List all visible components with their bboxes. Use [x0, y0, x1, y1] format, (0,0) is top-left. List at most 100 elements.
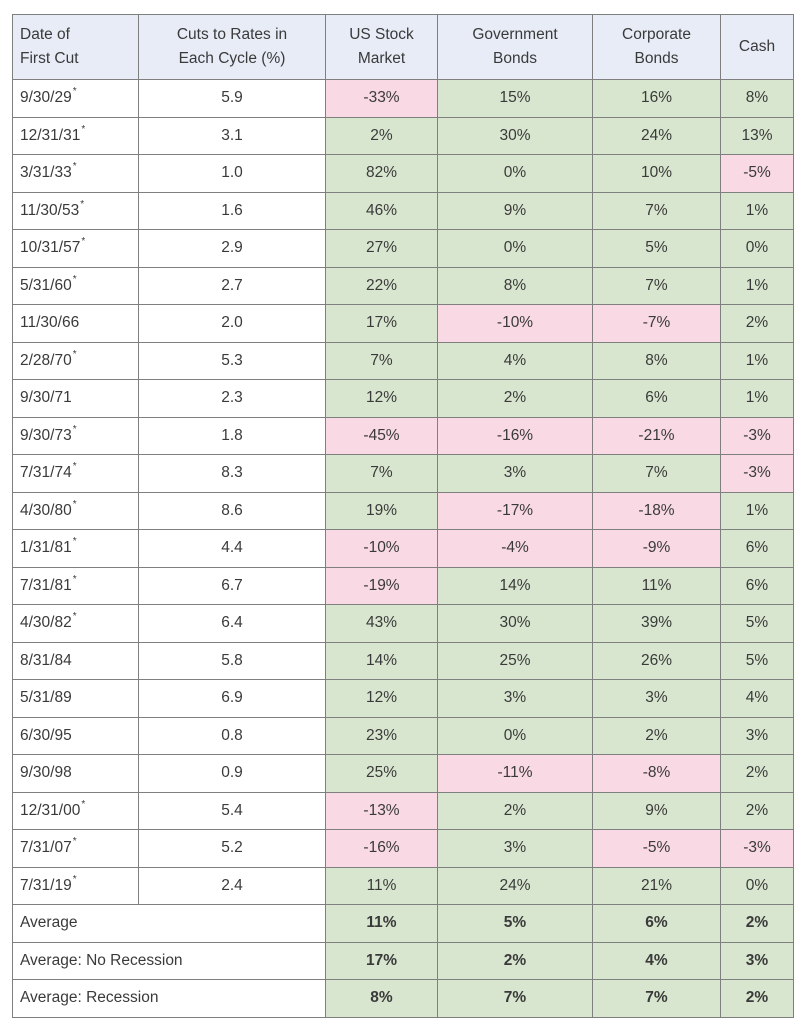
date-cell: 5/31/89: [12, 679, 139, 718]
cash-return-cell: 6%: [720, 529, 794, 568]
cash-return-cell: -3%: [720, 454, 794, 493]
gov-return-cell: -11%: [437, 754, 593, 793]
recession-marker: *: [72, 273, 77, 285]
date-cell: 5/31/60*: [12, 266, 139, 305]
date-value: 7/31/19: [20, 876, 72, 894]
gov-return-cell: 8%: [437, 266, 593, 305]
cash-return-cell: 5%: [720, 604, 794, 643]
cut-cell: 2.9: [138, 229, 326, 268]
cash-average-cell: 3%: [720, 941, 794, 980]
cash-return-cell: -3%: [720, 416, 794, 455]
date-value: 7/31/81: [20, 576, 72, 594]
date-cell: 7/31/74*: [12, 454, 139, 493]
table-row: 7/31/81* 6.7 -19% 14% 11% 6%: [12, 566, 794, 605]
table-row: 11/30/53* 1.6 46% 9% 7% 1%: [12, 191, 794, 230]
gov-return-cell: 3%: [437, 454, 593, 493]
table-row: 5/31/89 6.9 12% 3% 3% 4%: [12, 679, 794, 718]
stock-return-cell: 17%: [325, 304, 438, 343]
cut-cell: 5.2: [138, 829, 326, 868]
table-row: 8/31/84 5.8 14% 25% 26% 5%: [12, 641, 794, 680]
cut-cell: 1.0: [138, 154, 326, 193]
date-cell: 3/31/33*: [12, 154, 139, 193]
cash-return-cell: 3%: [720, 716, 794, 755]
corp-average-cell: 6%: [592, 904, 721, 943]
header-cash: Cash: [720, 14, 794, 80]
header-line: Cash: [738, 38, 776, 55]
date-cell: 9/30/73*: [12, 416, 139, 455]
date-cell: 7/31/81*: [12, 566, 139, 605]
recession-marker: *: [81, 798, 86, 810]
cash-return-cell: -5%: [720, 154, 794, 193]
date-value: 2/28/70: [20, 351, 72, 369]
date-cell: 4/30/80*: [12, 491, 139, 530]
recession-marker: *: [72, 611, 77, 623]
corp-return-cell: 21%: [592, 866, 721, 905]
stock-average-cell: 17%: [325, 941, 438, 980]
date-value: 12/31/00: [20, 801, 81, 819]
header-government-bonds: Government Bonds: [437, 14, 593, 80]
summary-label: Average: Recession: [12, 979, 326, 1018]
table-row: 2/28/70* 5.3 7% 4% 8% 1%: [12, 341, 794, 380]
cut-cell: 5.9: [138, 79, 326, 118]
corp-return-cell: 16%: [592, 79, 721, 118]
gov-return-cell: 0%: [437, 154, 593, 193]
corp-return-cell: -9%: [592, 529, 721, 568]
cut-cell: 2.3: [138, 379, 326, 418]
stock-return-cell: 2%: [325, 116, 438, 155]
recession-marker: *: [72, 86, 77, 98]
date-value: 5/31/60: [20, 276, 72, 294]
date-value: 5/31/89: [20, 689, 72, 707]
header-row: Date of First Cut Cuts to Rates in Each Cyc…: [12, 14, 794, 80]
date-cell: 9/30/71: [12, 379, 139, 418]
cash-return-cell: 0%: [720, 229, 794, 268]
recession-marker: *: [72, 461, 77, 473]
cash-return-cell: 0%: [720, 866, 794, 905]
gov-average-cell: 5%: [437, 904, 593, 943]
date-value: 11/30/53: [20, 201, 80, 219]
date-cell: 9/30/29*: [12, 79, 139, 118]
corp-return-cell: 2%: [592, 716, 721, 755]
header-line: US Stock: [349, 26, 414, 43]
stock-return-cell: 11%: [325, 866, 438, 905]
corp-return-cell: 7%: [592, 454, 721, 493]
date-cell: 9/30/98: [12, 754, 139, 793]
summary-row: Average: No Recession 17% 2% 4% 3%: [12, 941, 794, 980]
cut-cell: 1.8: [138, 416, 326, 455]
gov-return-cell: 4%: [437, 341, 593, 380]
stock-return-cell: 7%: [325, 341, 438, 380]
cut-cell: 4.4: [138, 529, 326, 568]
date-cell: 8/31/84: [12, 641, 139, 680]
summary-label: Average: [12, 904, 326, 943]
cut-cell: 5.8: [138, 641, 326, 680]
cut-cell: 0.8: [138, 716, 326, 755]
recession-marker: *: [72, 836, 77, 848]
stock-return-cell: 82%: [325, 154, 438, 193]
cash-return-cell: 1%: [720, 379, 794, 418]
date-cell: 7/31/19*: [12, 866, 139, 905]
stock-return-cell: 23%: [325, 716, 438, 755]
cut-cell: 2.4: [138, 866, 326, 905]
stock-return-cell: 22%: [325, 266, 438, 305]
cash-return-cell: 2%: [720, 754, 794, 793]
cash-return-cell: 1%: [720, 191, 794, 230]
corp-return-cell: 10%: [592, 154, 721, 193]
stock-return-cell: -33%: [325, 79, 438, 118]
cash-return-cell: 8%: [720, 79, 794, 118]
corp-return-cell: 3%: [592, 679, 721, 718]
gov-return-cell: -16%: [437, 416, 593, 455]
corp-return-cell: 26%: [592, 641, 721, 680]
stock-return-cell: 19%: [325, 491, 438, 530]
corp-return-cell: -8%: [592, 754, 721, 793]
gov-average-cell: 7%: [437, 979, 593, 1018]
date-value: 10/31/57: [20, 239, 81, 257]
corp-return-cell: 5%: [592, 229, 721, 268]
table-header: Date of First Cut Cuts to Rates in Each Cyc…: [12, 14, 794, 80]
table-row: 10/31/57* 2.9 27% 0% 5% 0%: [12, 229, 794, 268]
summary-label: Average: No Recession: [12, 941, 326, 980]
stock-return-cell: 12%: [325, 679, 438, 718]
stock-return-cell: 25%: [325, 754, 438, 793]
header-line: Bonds: [493, 50, 537, 67]
stock-average-cell: 8%: [325, 979, 438, 1018]
corp-return-cell: 24%: [592, 116, 721, 155]
date-value: 7/31/74: [20, 464, 72, 482]
